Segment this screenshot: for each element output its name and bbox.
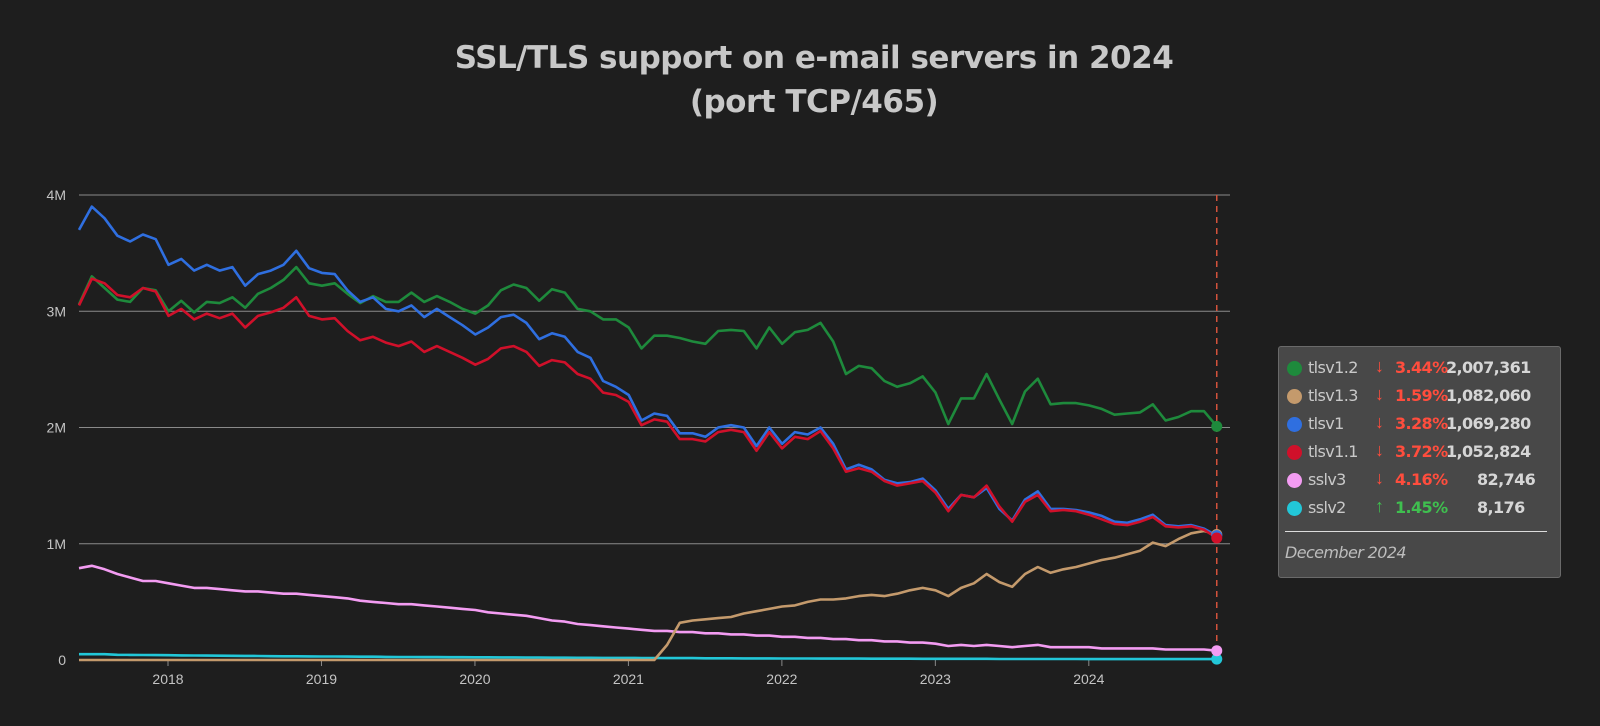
series-line-tlsv1-1 xyxy=(77,277,1218,539)
legend-swatch xyxy=(1287,501,1302,516)
legend-change: 1.59% xyxy=(1395,386,1448,405)
x-axis: 2018 2019 2020 2021 2022 2023 2024 xyxy=(152,660,1105,687)
legend-item: tlsv1.3 ↓ 1.59% 1,082,060 xyxy=(1279,383,1562,409)
y-axis: 0 1M 2M 3M 4M xyxy=(47,187,67,668)
y-tick-label: 0 xyxy=(58,652,66,668)
legend-item: tlsv1.2 ↓ 3.44% 2,007,361 xyxy=(1279,355,1562,381)
x-tick-label: 2022 xyxy=(766,671,797,687)
x-tick-label: 2023 xyxy=(920,671,951,687)
y-tick-label: 3M xyxy=(47,303,66,319)
series-line-sslv2 xyxy=(79,652,1217,661)
x-tick-label: 2024 xyxy=(1073,671,1104,687)
y-tick-label: 2M xyxy=(47,420,66,436)
series-line-tlsv1-2 xyxy=(77,265,1218,428)
x-tick-label: 2021 xyxy=(613,671,644,687)
series-line-tlsv1 xyxy=(77,205,1218,537)
arrow-down-icon: ↓ xyxy=(1375,356,1384,376)
legend-series-name: sslv2 xyxy=(1308,498,1346,517)
legend-series-name: sslv3 xyxy=(1308,470,1346,489)
legend-value: 2,007,361 xyxy=(1446,358,1531,377)
chart-title-line1: SSL/TLS support on e-mail servers in 202… xyxy=(454,40,1174,76)
legend-swatch xyxy=(1287,473,1302,488)
series-lines xyxy=(77,205,1218,662)
legend-value: 1,052,824 xyxy=(1446,442,1531,461)
gridlines xyxy=(79,194,1230,545)
series-line-tlsv1-3 xyxy=(79,529,1218,662)
x-tick-label: 2020 xyxy=(459,671,490,687)
arrow-down-icon: ↓ xyxy=(1375,440,1384,460)
legend-change: 4.16% xyxy=(1395,470,1448,489)
legend-series-name: tlsv1.1 xyxy=(1308,442,1358,461)
arrow-up-icon: ↑ xyxy=(1375,496,1384,516)
legend-swatch xyxy=(1287,445,1302,460)
legend-series-name: tlsv1 xyxy=(1308,414,1344,433)
y-tick-label: 1M xyxy=(47,536,66,552)
legend-swatch xyxy=(1287,389,1302,404)
arrow-down-icon: ↓ xyxy=(1375,468,1384,488)
legend-date: December 2024 xyxy=(1285,543,1407,562)
legend-series-name: tlsv1.3 xyxy=(1308,386,1358,405)
legend-value: 82,746 xyxy=(1477,470,1536,489)
legend-value: 8,176 xyxy=(1477,498,1525,517)
cursor-point-sslv2 xyxy=(1211,653,1223,665)
legend-tooltip: December 2024 tlsv1.2 ↓ 3.44% 2,007,361 tlsv… xyxy=(1278,346,1561,578)
legend-value: 1,069,280 xyxy=(1446,414,1531,433)
legend-series-name: tlsv1.2 xyxy=(1308,358,1358,377)
series-line-sslv3 xyxy=(78,564,1217,652)
legend-item: tlsv1 ↓ 3.28% 1,069,280 xyxy=(1279,411,1562,437)
legend-change: 1.45% xyxy=(1395,498,1448,517)
legend-value: 1,082,060 xyxy=(1446,386,1531,405)
legend-change: 3.44% xyxy=(1395,358,1448,377)
x-tick-label: 2018 xyxy=(152,671,183,687)
x-tick-label: 2019 xyxy=(306,671,337,687)
legend-change: 3.72% xyxy=(1395,442,1448,461)
legend-swatch xyxy=(1287,417,1302,432)
arrow-down-icon: ↓ xyxy=(1375,412,1384,432)
chart-title: SSL/TLS support on e-mail servers in 202… xyxy=(0,36,1600,124)
legend-swatch xyxy=(1287,361,1302,376)
arrow-down-icon: ↓ xyxy=(1375,384,1384,404)
legend-separator xyxy=(1285,531,1547,532)
legend-item: sslv2 ↑ 1.45% 8,176 xyxy=(1279,495,1562,521)
y-tick-label: 4M xyxy=(47,187,66,203)
legend-item: sslv3 ↓ 4.16% 82,746 xyxy=(1279,467,1562,493)
cursor-point-tlsv1-1 xyxy=(1211,532,1223,544)
cursor-point-sslv3 xyxy=(1211,645,1223,657)
legend-item: tlsv1.1 ↓ 3.72% 1,052,824 xyxy=(1279,439,1562,465)
cursor-marker xyxy=(1211,195,1223,665)
legend-change: 3.28% xyxy=(1395,414,1448,433)
cursor-point-tlsv1-2 xyxy=(1211,420,1223,432)
chart-title-line2: (port TCP/465) xyxy=(689,84,939,120)
